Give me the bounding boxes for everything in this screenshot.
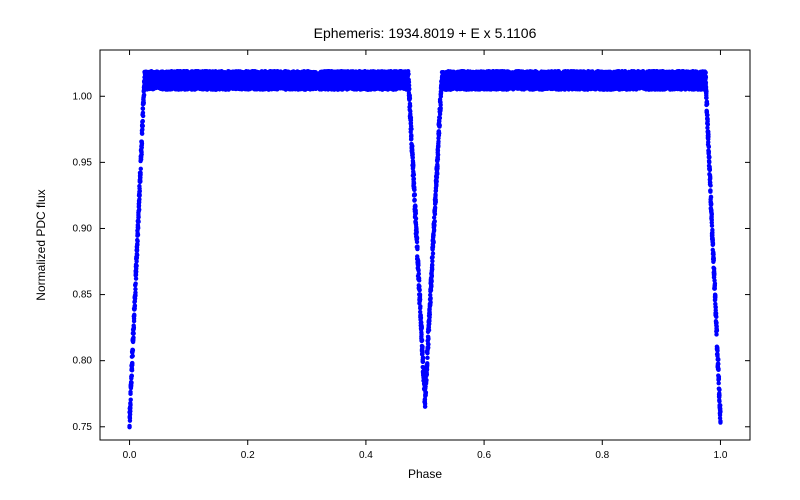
light-curve-chart: Ephemeris: 1934.8019 + E x 5.1106 0.0 0.2 0… — [0, 0, 800, 500]
y-tick-label: 0.95 — [73, 157, 93, 168]
x-tick-label: 1.0 — [714, 450, 728, 461]
y-axis-label: Normalized PDC flux — [34, 189, 48, 300]
y-tick-label: 0.90 — [73, 223, 93, 234]
chart-container: Ephemeris: 1934.8019 + E x 5.1106 0.0 0.2 0… — [0, 0, 800, 500]
x-tick-label: 0.8 — [595, 450, 609, 461]
x-tick-label: 0.2 — [241, 450, 255, 461]
chart-title: Ephemeris: 1934.8019 + E x 5.1106 — [314, 25, 537, 41]
x-tick-label: 0.4 — [359, 450, 373, 461]
x-tick-label: 0.0 — [123, 450, 137, 461]
y-tick-label: 0.80 — [73, 356, 93, 367]
x-tick-label: 0.6 — [477, 450, 491, 461]
y-tick-label: 0.75 — [73, 422, 93, 433]
x-axis-label: Phase — [408, 467, 442, 481]
y-tick-label: 1.00 — [73, 91, 93, 102]
y-tick-label: 0.85 — [73, 290, 93, 301]
